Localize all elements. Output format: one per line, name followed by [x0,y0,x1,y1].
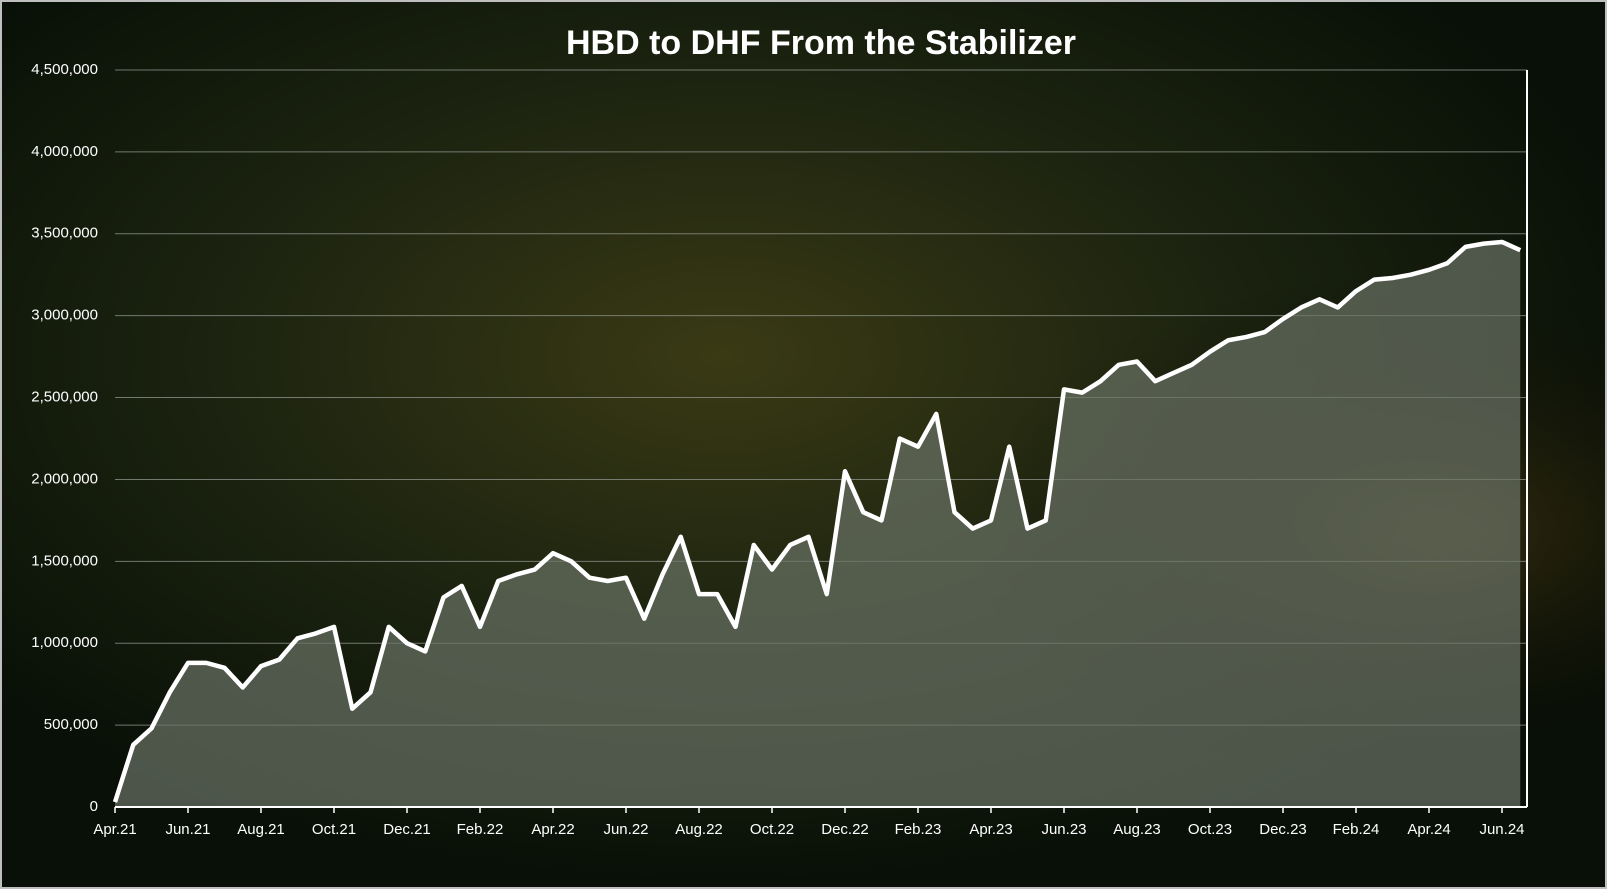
x-tick-label: Aug.22 [675,821,723,838]
chart-title: HBD to DHF From the Stabilizer [566,24,1076,62]
x-tick-label: Feb.23 [895,821,942,838]
x-tick-label: Feb.22 [457,821,504,838]
x-tick-label: Oct.21 [312,821,356,838]
y-tick-label: 1,500,000 [31,552,98,569]
x-tick-label: Apr.22 [531,821,574,838]
y-tick-label: 0 [90,798,98,815]
x-tick-label: Jun.21 [165,821,210,838]
x-tick-label: Aug.21 [237,821,285,838]
x-tick-label: Dec.22 [821,821,869,838]
y-tick-label: 2,500,000 [31,389,98,406]
y-tick-label: 3,500,000 [31,225,98,242]
x-tick-label: Feb.24 [1333,821,1380,838]
x-tick-label: Dec.23 [1259,821,1307,838]
x-tick-label: Jun.24 [1479,821,1524,838]
x-tick-label: Jun.23 [1041,821,1086,838]
x-tick-label: Oct.22 [750,821,794,838]
area-fill [115,241,1521,807]
x-tick-label: Dec.21 [383,821,431,838]
x-tick-label: Aug.23 [1113,821,1161,838]
y-tick-label: 2,000,000 [31,470,98,487]
y-tick-label: 4,500,000 [31,61,98,78]
y-tick-label: 4,000,000 [31,143,98,160]
x-tick-label: Apr.24 [1407,821,1450,838]
x-tick-label: Jun.22 [603,821,648,838]
y-tick-label: 3,000,000 [31,307,98,324]
x-tick-label: Apr.21 [93,821,136,838]
y-tick-label: 1,000,000 [31,634,98,651]
x-tick-label: Oct.23 [1188,821,1232,838]
y-tick-label: 500,000 [44,716,98,733]
x-tick-label: Apr.23 [969,821,1012,838]
line [112,239,1522,803]
